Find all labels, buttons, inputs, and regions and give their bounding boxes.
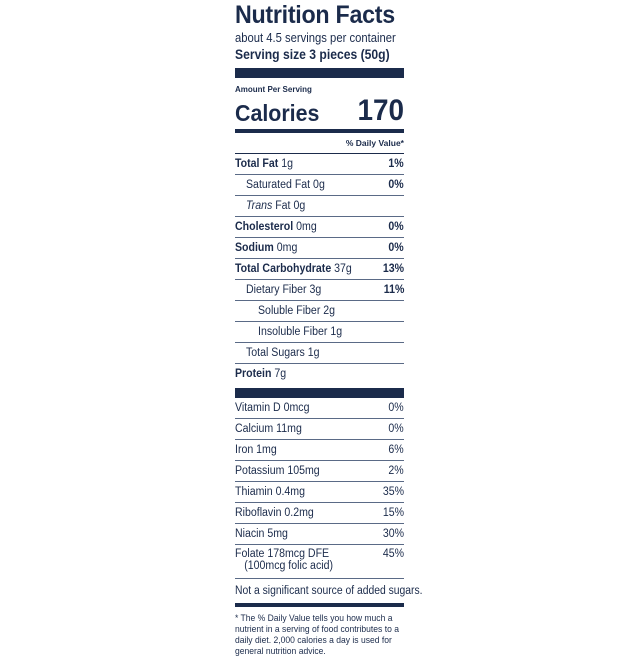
nutrient-dv: 13% [382,263,404,275]
vitamin-label: Calcium 11mg [235,423,302,435]
nutrient-name-suffix: Fat [275,200,291,212]
nutrient-name: Protein [235,368,272,380]
nutrition-facts-label: Nutrition Facts about 4.5 servings per c… [235,0,423,657]
nutrient-amount: 1g [281,158,294,170]
vitamin-row: Iron 1mg 6% [235,440,404,461]
nutrient-amount: 1g [307,347,320,359]
nutrient-amount: 7g [274,368,287,380]
vitamin-row: Folate 178mcg DFE (100mcg folic acid) 45… [235,545,404,579]
vitamin-row: Potassium 105mg 2% [235,461,404,482]
nutrient-row-cholesterol: Cholesterol 0mg 0% [235,217,404,238]
label-title: Nutrition Facts [235,1,395,29]
nutrient-name: Cholesterol [235,221,294,233]
nutrient-row-protein: Protein 7g [235,364,404,384]
vitamin-label: Iron 1mg [235,444,277,456]
nutrient-name: Dietary Fiber [246,284,307,296]
amount-per-serving: Amount Per Serving [235,85,312,94]
vitamin-row: Riboflavin 0.2mg 15% [235,503,404,524]
medium-divider [235,603,404,607]
nutrient-row-total-fat: Total Fat 1g 1% [235,154,404,175]
vitamin-label: Thiamin 0.4mg [235,486,305,498]
nutrient-amount: 0mg [296,221,317,233]
vitamin-row: Thiamin 0.4mg 35% [235,482,404,503]
calories-label: Calories [235,100,320,126]
daily-value-footnote: * The % Daily Value tells you how much a… [235,613,399,657]
nutrient-amount: 3g [309,284,322,296]
vitamin-dv: 2% [388,465,404,477]
vitamin-row: Calcium 11mg 0% [235,419,404,440]
thick-divider [235,388,404,398]
vitamin-label: Vitamin D 0mcg [235,402,310,414]
nutrient-row-soluble-fiber: Soluble Fiber 2g [235,301,404,322]
vitamin-row: Vitamin D 0mcg 0% [235,398,404,419]
nutrient-amount: 0g [293,200,306,212]
vitamin-dv: 45% [382,548,404,560]
nutrient-amount: 2g [323,305,336,317]
calories-value: 170 [357,94,404,127]
nutrient-amount: 37g [334,263,352,275]
nutrient-name: Sodium [235,242,274,254]
nutrient-amount: 0mg [276,242,298,254]
nutrient-name: Insoluble Fiber [258,326,328,338]
nutrient-row-sodium: Sodium 0mg 0% [235,238,404,259]
nutrient-row-trans-fat: Trans Fat 0g [235,196,404,217]
nutrient-amount: 1g [330,326,343,338]
nutrient-name: Total Sugars [246,347,305,359]
vitamin-row: Niacin 5mg 30% [235,524,404,545]
nutrient-name: Soluble Fiber [258,305,321,317]
nutrient-amount: 0g [313,179,325,191]
nutrient-row-dietary-fiber: Dietary Fiber 3g 11% [235,280,404,301]
nutrient-row-insoluble-fiber: Insoluble Fiber 1g [235,322,404,343]
added-sugars-note: Not a significant source of added sugars… [235,585,423,597]
vitamin-dv: 15% [382,507,404,519]
servings-per-container: about 4.5 servings per container [235,31,396,45]
nutrient-name: Saturated Fat [246,179,311,191]
vitamin-dv: 0% [388,402,404,414]
nutrient-name: Trans [246,200,273,212]
vitamin-dv: 30% [382,528,404,540]
serving-size: Serving size 3 pieces (50g) [235,47,390,62]
thick-divider [235,68,404,78]
nutrient-dv: 11% [383,284,404,296]
nutrient-dv: 1% [388,158,404,170]
nutrient-row-total-carbohydrate: Total Carbohydrate 37g 13% [235,259,404,280]
nutrient-dv: 0% [388,221,404,233]
vitamin-sublabel: (100mcg folic acid) [244,560,333,572]
nutrient-dv: 0% [388,179,404,191]
vitamin-label: Folate 178mcg DFE [235,548,330,560]
vitamin-label: Niacin 5mg [235,528,288,540]
vitamin-dv: 35% [382,486,404,498]
nutrient-name: Total Fat [235,158,279,170]
vitamin-label: Riboflavin 0.2mg [235,507,314,519]
vitamin-label: Potassium 105mg [235,465,320,477]
medium-divider [235,129,404,133]
calories-row: Calories 170 [235,95,404,127]
vitamin-dv: 0% [388,423,404,435]
vitamin-dv: 6% [388,444,404,456]
nutrient-name: Total Carbohydrate [235,263,332,275]
nutrient-dv: 0% [388,242,404,254]
nutrient-row-saturated-fat: Saturated Fat 0g 0% [235,175,404,196]
nutrient-row-total-sugars: Total Sugars 1g [235,343,404,364]
daily-value-header: % Daily Value* [235,133,404,154]
